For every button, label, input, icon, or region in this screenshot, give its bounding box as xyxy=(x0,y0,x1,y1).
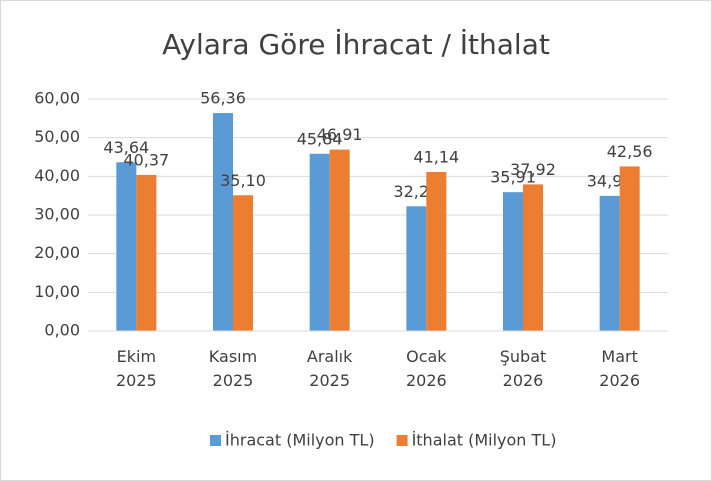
y-tick-label: 60,00 xyxy=(34,89,80,108)
data-label: 35,10 xyxy=(220,171,266,190)
bar xyxy=(116,162,137,331)
bar xyxy=(233,195,253,331)
bar xyxy=(503,192,523,331)
chart-title: Aylara Göre İhracat / İthalat xyxy=(162,28,550,61)
data-label: 45,84 xyxy=(297,129,343,148)
x-tick-label: Ekim 2025 xyxy=(115,347,157,390)
bar xyxy=(599,195,620,331)
y-tick-label: 10,00 xyxy=(34,282,80,301)
legend-label: İthalat (Milyon TL) xyxy=(412,431,557,450)
bar xyxy=(406,206,427,331)
data-label: 40,37 xyxy=(123,150,169,169)
bar xyxy=(329,149,350,331)
legend-swatch xyxy=(210,435,221,446)
bar xyxy=(136,174,157,331)
bar xyxy=(619,166,640,331)
bar xyxy=(426,171,447,331)
y-tick-label: 50,00 xyxy=(34,127,80,146)
legend-swatch xyxy=(396,435,408,446)
x-tick-label: Şubat 2026 xyxy=(499,347,547,390)
y-tick-label: 0,00 xyxy=(44,321,80,340)
data-label: 46,91 xyxy=(317,125,363,144)
y-tick-label: 30,00 xyxy=(34,205,80,224)
x-tick-label: Ocak 2026 xyxy=(405,347,447,390)
x-tick-label: Kasım 2025 xyxy=(208,347,258,390)
data-label: 43,64 xyxy=(103,138,149,157)
legend-label: İhracat (Milyon TL) xyxy=(225,431,375,450)
data-label: 56,36 xyxy=(200,89,246,108)
bar xyxy=(523,184,543,331)
y-tick-label: 20,00 xyxy=(34,243,80,262)
x-tick-label: Aralık 2025 xyxy=(306,347,353,390)
bar xyxy=(213,113,233,331)
y-tick-label: 40,00 xyxy=(34,166,80,185)
data-label: 42,56 xyxy=(607,142,653,161)
bar xyxy=(309,153,330,331)
data-label: 41,14 xyxy=(413,147,459,166)
data-label: 37,92 xyxy=(510,160,556,179)
data-label: 35,91 xyxy=(490,168,536,187)
x-tick-label: Mart 2026 xyxy=(599,347,641,390)
